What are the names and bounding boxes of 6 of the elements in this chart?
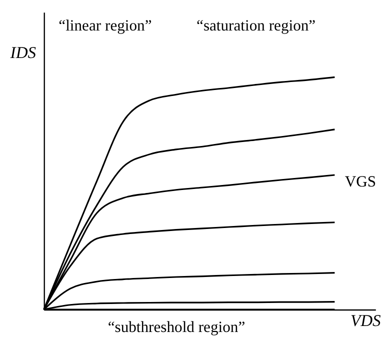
y-axis-title: IDS	[9, 42, 37, 62]
annotation: VGS	[344, 174, 376, 191]
text: “linear region”	[58, 18, 152, 35]
text: “subthreshold region”	[108, 319, 246, 336]
x-axis-title: VDS	[350, 311, 382, 330]
text: “saturation region”	[196, 18, 316, 35]
